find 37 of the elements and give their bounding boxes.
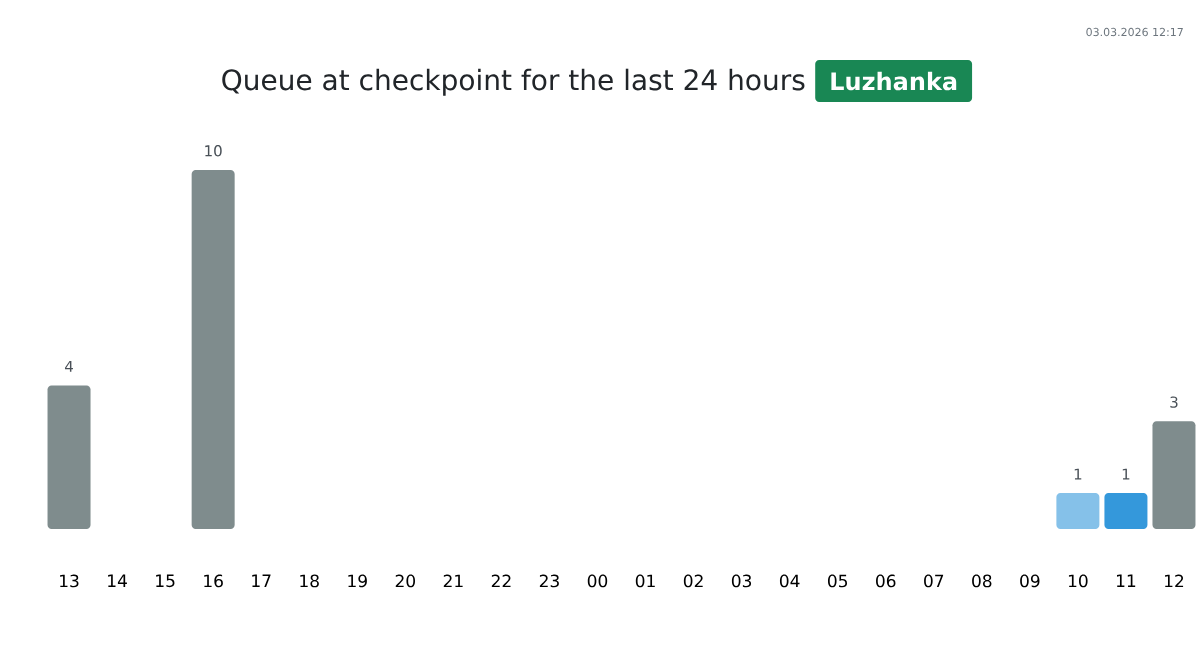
- x-tick-label: 14: [108, 574, 127, 587]
- x-tick-label: 19: [348, 574, 367, 588]
- x-tick-label: 09: [1020, 574, 1040, 588]
- x-tick-label: 00: [587, 574, 608, 588]
- x-tick-label: 06: [876, 574, 896, 588]
- text: 03.03.2026 12:17: [1086, 27, 1183, 37]
- bar: [47, 385, 91, 529]
- x-tick-label: 21: [443, 574, 463, 588]
- x-tick-label: 02: [683, 574, 703, 588]
- data-label: 4: [64, 360, 73, 372]
- x-tick-label: 20: [395, 574, 415, 588]
- x-tick-label: 23: [539, 574, 559, 588]
- x-tick-label: 10: [1068, 574, 1088, 588]
- x-tick-label: 17: [252, 574, 271, 587]
- x-tick-label: 07: [924, 574, 944, 588]
- x-tick-label: 22: [491, 574, 511, 588]
- x-tick-label: 13: [60, 574, 79, 588]
- x-tick-label: 15: [156, 574, 175, 588]
- bar: [1056, 493, 1100, 529]
- x-tick-label: 16: [204, 574, 223, 588]
- x-tick-label: 04: [779, 574, 800, 588]
- x-tick-label: 11: [1116, 574, 1136, 587]
- data-label: 1: [1074, 468, 1082, 480]
- bar: [191, 169, 235, 529]
- x-tick-label: 18: [300, 574, 319, 588]
- x-tick-label: 08: [972, 574, 992, 588]
- data-label: 3: [1170, 396, 1178, 408]
- data-label: 1: [1122, 468, 1130, 480]
- x-tick-label: 01: [635, 574, 655, 588]
- bar: [1104, 493, 1148, 529]
- data-label: 10: [205, 145, 222, 157]
- chart-subtitle: Luzhanka: [831, 71, 957, 91]
- chart-title: Queue at checkpoint for the last 24 hours: [222, 68, 805, 96]
- x-tick-label: 12: [1165, 574, 1184, 588]
- bar: [1152, 421, 1196, 529]
- x-tick-label: 05: [827, 574, 848, 588]
- x-tick-label: 03: [731, 574, 752, 588]
